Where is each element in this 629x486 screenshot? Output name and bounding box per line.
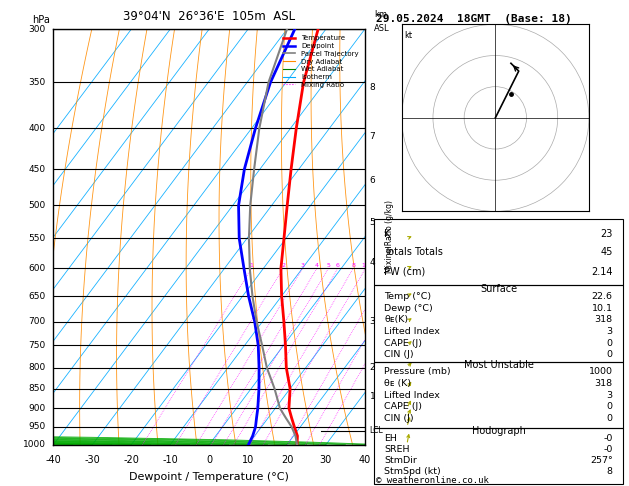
Text: 500: 500 bbox=[28, 201, 46, 210]
Text: K: K bbox=[384, 228, 391, 239]
Text: 8: 8 bbox=[369, 83, 376, 92]
Text: 2.14: 2.14 bbox=[591, 267, 613, 277]
Text: Lifted Index: Lifted Index bbox=[384, 327, 440, 336]
Text: 0: 0 bbox=[607, 402, 613, 411]
Text: -10: -10 bbox=[162, 455, 178, 465]
Text: Totals Totals: Totals Totals bbox=[384, 247, 443, 258]
Text: 0: 0 bbox=[607, 350, 613, 359]
Text: CAPE (J): CAPE (J) bbox=[384, 339, 422, 347]
Text: 3: 3 bbox=[606, 327, 613, 336]
Text: 8: 8 bbox=[607, 468, 613, 476]
Text: 4: 4 bbox=[369, 258, 375, 267]
Text: 5: 5 bbox=[326, 263, 330, 268]
Text: Surface: Surface bbox=[480, 284, 517, 294]
Text: 6: 6 bbox=[369, 176, 376, 185]
Text: Mixing Ratio (g/kg): Mixing Ratio (g/kg) bbox=[385, 200, 394, 274]
Text: Most Unstable: Most Unstable bbox=[464, 360, 533, 370]
Text: -20: -20 bbox=[123, 455, 139, 465]
Text: 29.05.2024  18GMT  (Base: 18): 29.05.2024 18GMT (Base: 18) bbox=[376, 14, 572, 24]
Text: Pressure (mb): Pressure (mb) bbox=[384, 367, 451, 376]
Text: ASL: ASL bbox=[374, 24, 390, 34]
Text: CAPE (J): CAPE (J) bbox=[384, 402, 422, 411]
Text: © weatheronline.co.uk: © weatheronline.co.uk bbox=[376, 476, 489, 485]
Bar bbox=[374, 428, 623, 484]
Text: θᴇ (K): θᴇ (K) bbox=[384, 379, 411, 388]
Text: 1: 1 bbox=[369, 392, 376, 401]
Text: CIN (J): CIN (J) bbox=[384, 350, 414, 359]
Text: 650: 650 bbox=[28, 292, 46, 300]
Text: 8: 8 bbox=[351, 263, 355, 268]
Text: Lifted Index: Lifted Index bbox=[384, 391, 440, 399]
Text: -30: -30 bbox=[84, 455, 100, 465]
Text: 10: 10 bbox=[362, 263, 369, 268]
Text: Dewp (°C): Dewp (°C) bbox=[384, 304, 433, 312]
Text: 0: 0 bbox=[607, 339, 613, 347]
Text: kt: kt bbox=[404, 31, 412, 39]
Text: 45: 45 bbox=[601, 247, 613, 258]
Text: 300: 300 bbox=[28, 25, 46, 34]
Text: 900: 900 bbox=[28, 404, 46, 413]
Text: 30: 30 bbox=[320, 455, 332, 465]
Text: 0: 0 bbox=[607, 414, 613, 423]
Text: 3: 3 bbox=[301, 263, 304, 268]
Text: PW (cm): PW (cm) bbox=[384, 267, 425, 277]
Text: 10: 10 bbox=[242, 455, 254, 465]
Text: 3: 3 bbox=[369, 317, 376, 326]
Bar bbox=[374, 285, 623, 362]
Text: θᴇ(K): θᴇ(K) bbox=[384, 315, 408, 324]
Text: LCL: LCL bbox=[369, 426, 383, 435]
Text: 5: 5 bbox=[369, 218, 376, 227]
Text: 800: 800 bbox=[28, 363, 46, 372]
Text: 1000: 1000 bbox=[589, 367, 613, 376]
Text: 450: 450 bbox=[28, 165, 46, 174]
Bar bbox=[374, 362, 623, 428]
Text: 257°: 257° bbox=[590, 456, 613, 465]
Text: Dewpoint / Temperature (°C): Dewpoint / Temperature (°C) bbox=[129, 472, 289, 482]
Text: 950: 950 bbox=[28, 422, 46, 432]
Text: 10.1: 10.1 bbox=[592, 304, 613, 312]
Text: 7: 7 bbox=[369, 133, 376, 141]
Text: 25: 25 bbox=[415, 263, 423, 268]
Text: 22.6: 22.6 bbox=[592, 292, 613, 301]
Text: 2: 2 bbox=[369, 363, 375, 372]
Text: 23: 23 bbox=[601, 228, 613, 239]
Text: 750: 750 bbox=[28, 341, 46, 350]
Text: 550: 550 bbox=[28, 234, 46, 243]
Text: CIN (J): CIN (J) bbox=[384, 414, 414, 423]
Text: 318: 318 bbox=[594, 379, 613, 388]
Text: EH: EH bbox=[384, 434, 397, 443]
Text: 350: 350 bbox=[28, 78, 46, 87]
Text: -0: -0 bbox=[603, 434, 613, 443]
Text: 39°04'N  26°36'E  105m  ASL: 39°04'N 26°36'E 105m ASL bbox=[123, 10, 295, 23]
Text: 2: 2 bbox=[281, 263, 285, 268]
Text: 15: 15 bbox=[384, 263, 392, 268]
Text: 318: 318 bbox=[594, 315, 613, 324]
Legend: Temperature, Dewpoint, Parcel Trajectory, Dry Adiabat, Wet Adiabat, Isotherm, Mi: Temperature, Dewpoint, Parcel Trajectory… bbox=[280, 33, 361, 90]
Text: StmSpd (kt): StmSpd (kt) bbox=[384, 468, 441, 476]
Text: 40: 40 bbox=[359, 455, 371, 465]
Text: 20: 20 bbox=[401, 263, 409, 268]
Text: Hodograph: Hodograph bbox=[472, 426, 525, 436]
Text: 20: 20 bbox=[281, 455, 293, 465]
Text: 1000: 1000 bbox=[23, 440, 46, 449]
Text: -40: -40 bbox=[45, 455, 62, 465]
Text: 0: 0 bbox=[206, 455, 212, 465]
Text: 4: 4 bbox=[315, 263, 319, 268]
Text: 600: 600 bbox=[28, 264, 46, 273]
Text: hPa: hPa bbox=[31, 15, 50, 25]
Text: 6: 6 bbox=[336, 263, 340, 268]
Text: StmDir: StmDir bbox=[384, 456, 417, 465]
Text: 700: 700 bbox=[28, 317, 46, 326]
Text: SREH: SREH bbox=[384, 445, 409, 454]
Text: Temp (°C): Temp (°C) bbox=[384, 292, 431, 301]
Text: 3: 3 bbox=[606, 391, 613, 399]
Text: -0: -0 bbox=[603, 445, 613, 454]
Text: 1: 1 bbox=[250, 263, 253, 268]
Text: 850: 850 bbox=[28, 384, 46, 393]
Text: km: km bbox=[374, 10, 387, 19]
Bar bbox=[374, 219, 623, 285]
Text: 400: 400 bbox=[28, 124, 46, 133]
